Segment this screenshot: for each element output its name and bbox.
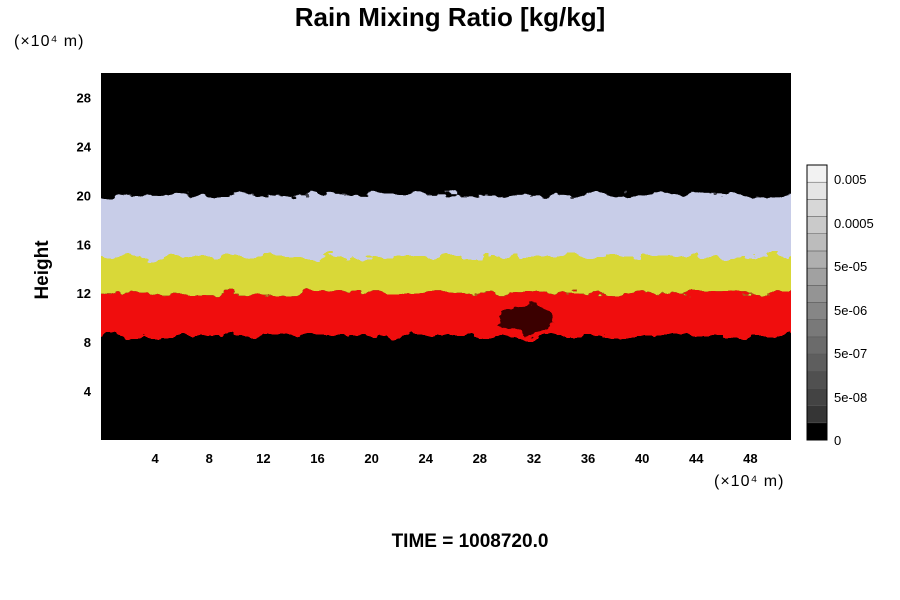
rain-field xyxy=(101,195,791,337)
x-tick-label: 36 xyxy=(581,451,595,466)
colorbar-tick-label: 5e-05 xyxy=(834,259,867,274)
x-tick-label: 32 xyxy=(527,451,541,466)
y-unit-label: (×10⁴ m) xyxy=(14,33,85,50)
colorbar-tick-label: 5e-06 xyxy=(834,303,867,318)
colorbar-level xyxy=(806,250,828,269)
time-label: TIME = 1008720.0 xyxy=(391,531,549,552)
y-tick-label: 8 xyxy=(84,335,91,350)
y-tick-label: 24 xyxy=(77,139,92,154)
colorbar-level xyxy=(806,181,828,200)
y-tick-label: 20 xyxy=(77,188,91,203)
chart-title: Rain Mixing Ratio [kg/kg] xyxy=(294,2,606,32)
y-tick-label: 16 xyxy=(77,237,91,252)
colorbar-tick-label: 0 xyxy=(834,433,841,448)
band-gap xyxy=(499,303,556,332)
colorbar-level xyxy=(806,422,828,441)
colorbar-tick-label: 5e-08 xyxy=(834,390,867,405)
y-tick-label: 28 xyxy=(77,90,91,105)
colorbar-frame xyxy=(806,164,828,441)
x-tick-label: 12 xyxy=(256,451,270,466)
x-tick-label: 40 xyxy=(635,451,649,466)
colorbar-level xyxy=(806,216,828,234)
colorbar-tick-label: 0.0005 xyxy=(834,216,874,231)
colorbar-level xyxy=(806,336,828,355)
colorbar-level xyxy=(806,353,828,372)
band-2 xyxy=(101,293,791,337)
colorbar-level xyxy=(806,267,828,286)
x-tick-label: 48 xyxy=(743,451,757,466)
colorbar-level xyxy=(806,164,828,183)
colorbar-level xyxy=(806,405,828,424)
x-tick-label: 4 xyxy=(152,451,160,466)
y-tick-label: 4 xyxy=(84,384,92,399)
x-tick-label: 20 xyxy=(364,451,378,466)
x-tick-label: 24 xyxy=(418,451,433,466)
colorbar-level xyxy=(806,285,828,303)
colorbar-level xyxy=(806,319,828,338)
x-tick-label: 44 xyxy=(689,451,704,466)
x-tick-label: 28 xyxy=(473,451,487,466)
colorbar-level xyxy=(806,388,828,406)
colorbar-level xyxy=(806,302,828,320)
colorbar-level xyxy=(806,371,828,389)
colorbar-level xyxy=(806,199,828,217)
band-0 xyxy=(101,195,791,257)
x-tick-label: 16 xyxy=(310,451,324,466)
colorbar-tick-label: 5e-07 xyxy=(834,346,867,361)
colorbar: 0.005 0.0005 5e-05 5e-06 5e-07 5e-08 0 xyxy=(806,164,874,448)
x-tick-labels: 4 8 12 16 20 24 28 32 36 40 44 48 xyxy=(152,451,758,466)
y-tick-label: 12 xyxy=(77,286,91,301)
x-tick-label: 8 xyxy=(206,451,213,466)
colorbar-tick-label: 0.005 xyxy=(834,172,867,187)
colorbar-level xyxy=(806,233,828,252)
x-unit-label: (×10⁴ m) xyxy=(714,473,785,490)
y-tick-labels: 4 8 12 16 20 24 28 xyxy=(77,90,92,399)
